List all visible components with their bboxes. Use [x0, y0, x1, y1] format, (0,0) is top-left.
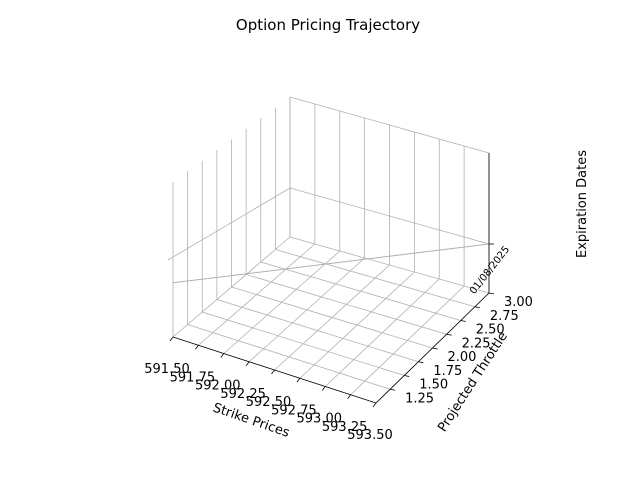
x-tick-label-6: 593.00 [297, 412, 343, 427]
floor-grid-y-5 [260, 261, 461, 321]
y-tick-7 [488, 292, 495, 295]
x-tick-label-2: 592.00 [195, 379, 241, 394]
x-tick-label-3: 592.25 [220, 387, 266, 402]
x-tick-7 [347, 394, 351, 399]
z-tick-label-0: 01/08/2025 [468, 244, 512, 296]
y-tick-4 [446, 333, 452, 336]
x-tick-label-4: 592.50 [246, 395, 292, 410]
axes-layer [169, 153, 495, 408]
x-tick-4 [271, 369, 275, 375]
z-grid-line [289, 187, 490, 245]
floor-grid-y-6 [275, 249, 475, 308]
x-tick-5 [296, 378, 301, 383]
x-tick-label-7: 593.25 [322, 420, 368, 435]
x-tick-2 [220, 353, 225, 358]
y-tick-3 [432, 347, 438, 350]
y-tick-label-4: 2.25 [462, 336, 491, 351]
x-tick-1 [195, 345, 199, 350]
grid-layer [167, 96, 490, 404]
y-tick-label-5: 2.50 [476, 323, 505, 338]
y-tick-6 [474, 306, 480, 309]
series-layer [172, 243, 490, 284]
y-tick-0 [390, 388, 396, 391]
back-top-edge [289, 96, 490, 154]
series-line-0 [172, 243, 490, 284]
x-tick-3 [245, 361, 250, 366]
floor-grid-y-3 [231, 286, 433, 349]
x-tick-label-0: 591.50 [144, 362, 190, 377]
floor-grid-y-7 [289, 236, 490, 294]
x-tick-6 [321, 386, 326, 391]
x-tick-label-8: 593.50 [347, 428, 393, 443]
y-tick-label-2: 1.75 [433, 364, 462, 379]
chart-title: Option Pricing Trajectory [236, 16, 420, 34]
floor-grid-y-4 [246, 274, 447, 335]
x-tick-0 [169, 336, 174, 342]
y-tick-5 [460, 320, 466, 322]
x-tick-label-1: 591.75 [170, 370, 216, 385]
left-wall-z-grid [167, 187, 291, 261]
z-axis-label: Expiration Dates [575, 150, 590, 258]
floor-grid-y-0 [187, 324, 391, 390]
x-tick-8 [372, 402, 377, 408]
y-tick-1 [404, 375, 410, 377]
y-tick-label-7: 3.00 [504, 295, 533, 310]
y-tick-label-6: 2.75 [490, 309, 519, 324]
y-tick-label-1: 1.50 [419, 378, 448, 393]
y-tick-label-3: 2.00 [448, 350, 477, 365]
floor-grid-y-2 [216, 299, 419, 363]
y-tick-2 [418, 361, 424, 364]
x-tick-label-5: 592.75 [271, 403, 317, 418]
floor-grid-y-1 [202, 311, 405, 376]
y-tick-label-0: 1.25 [405, 391, 434, 406]
